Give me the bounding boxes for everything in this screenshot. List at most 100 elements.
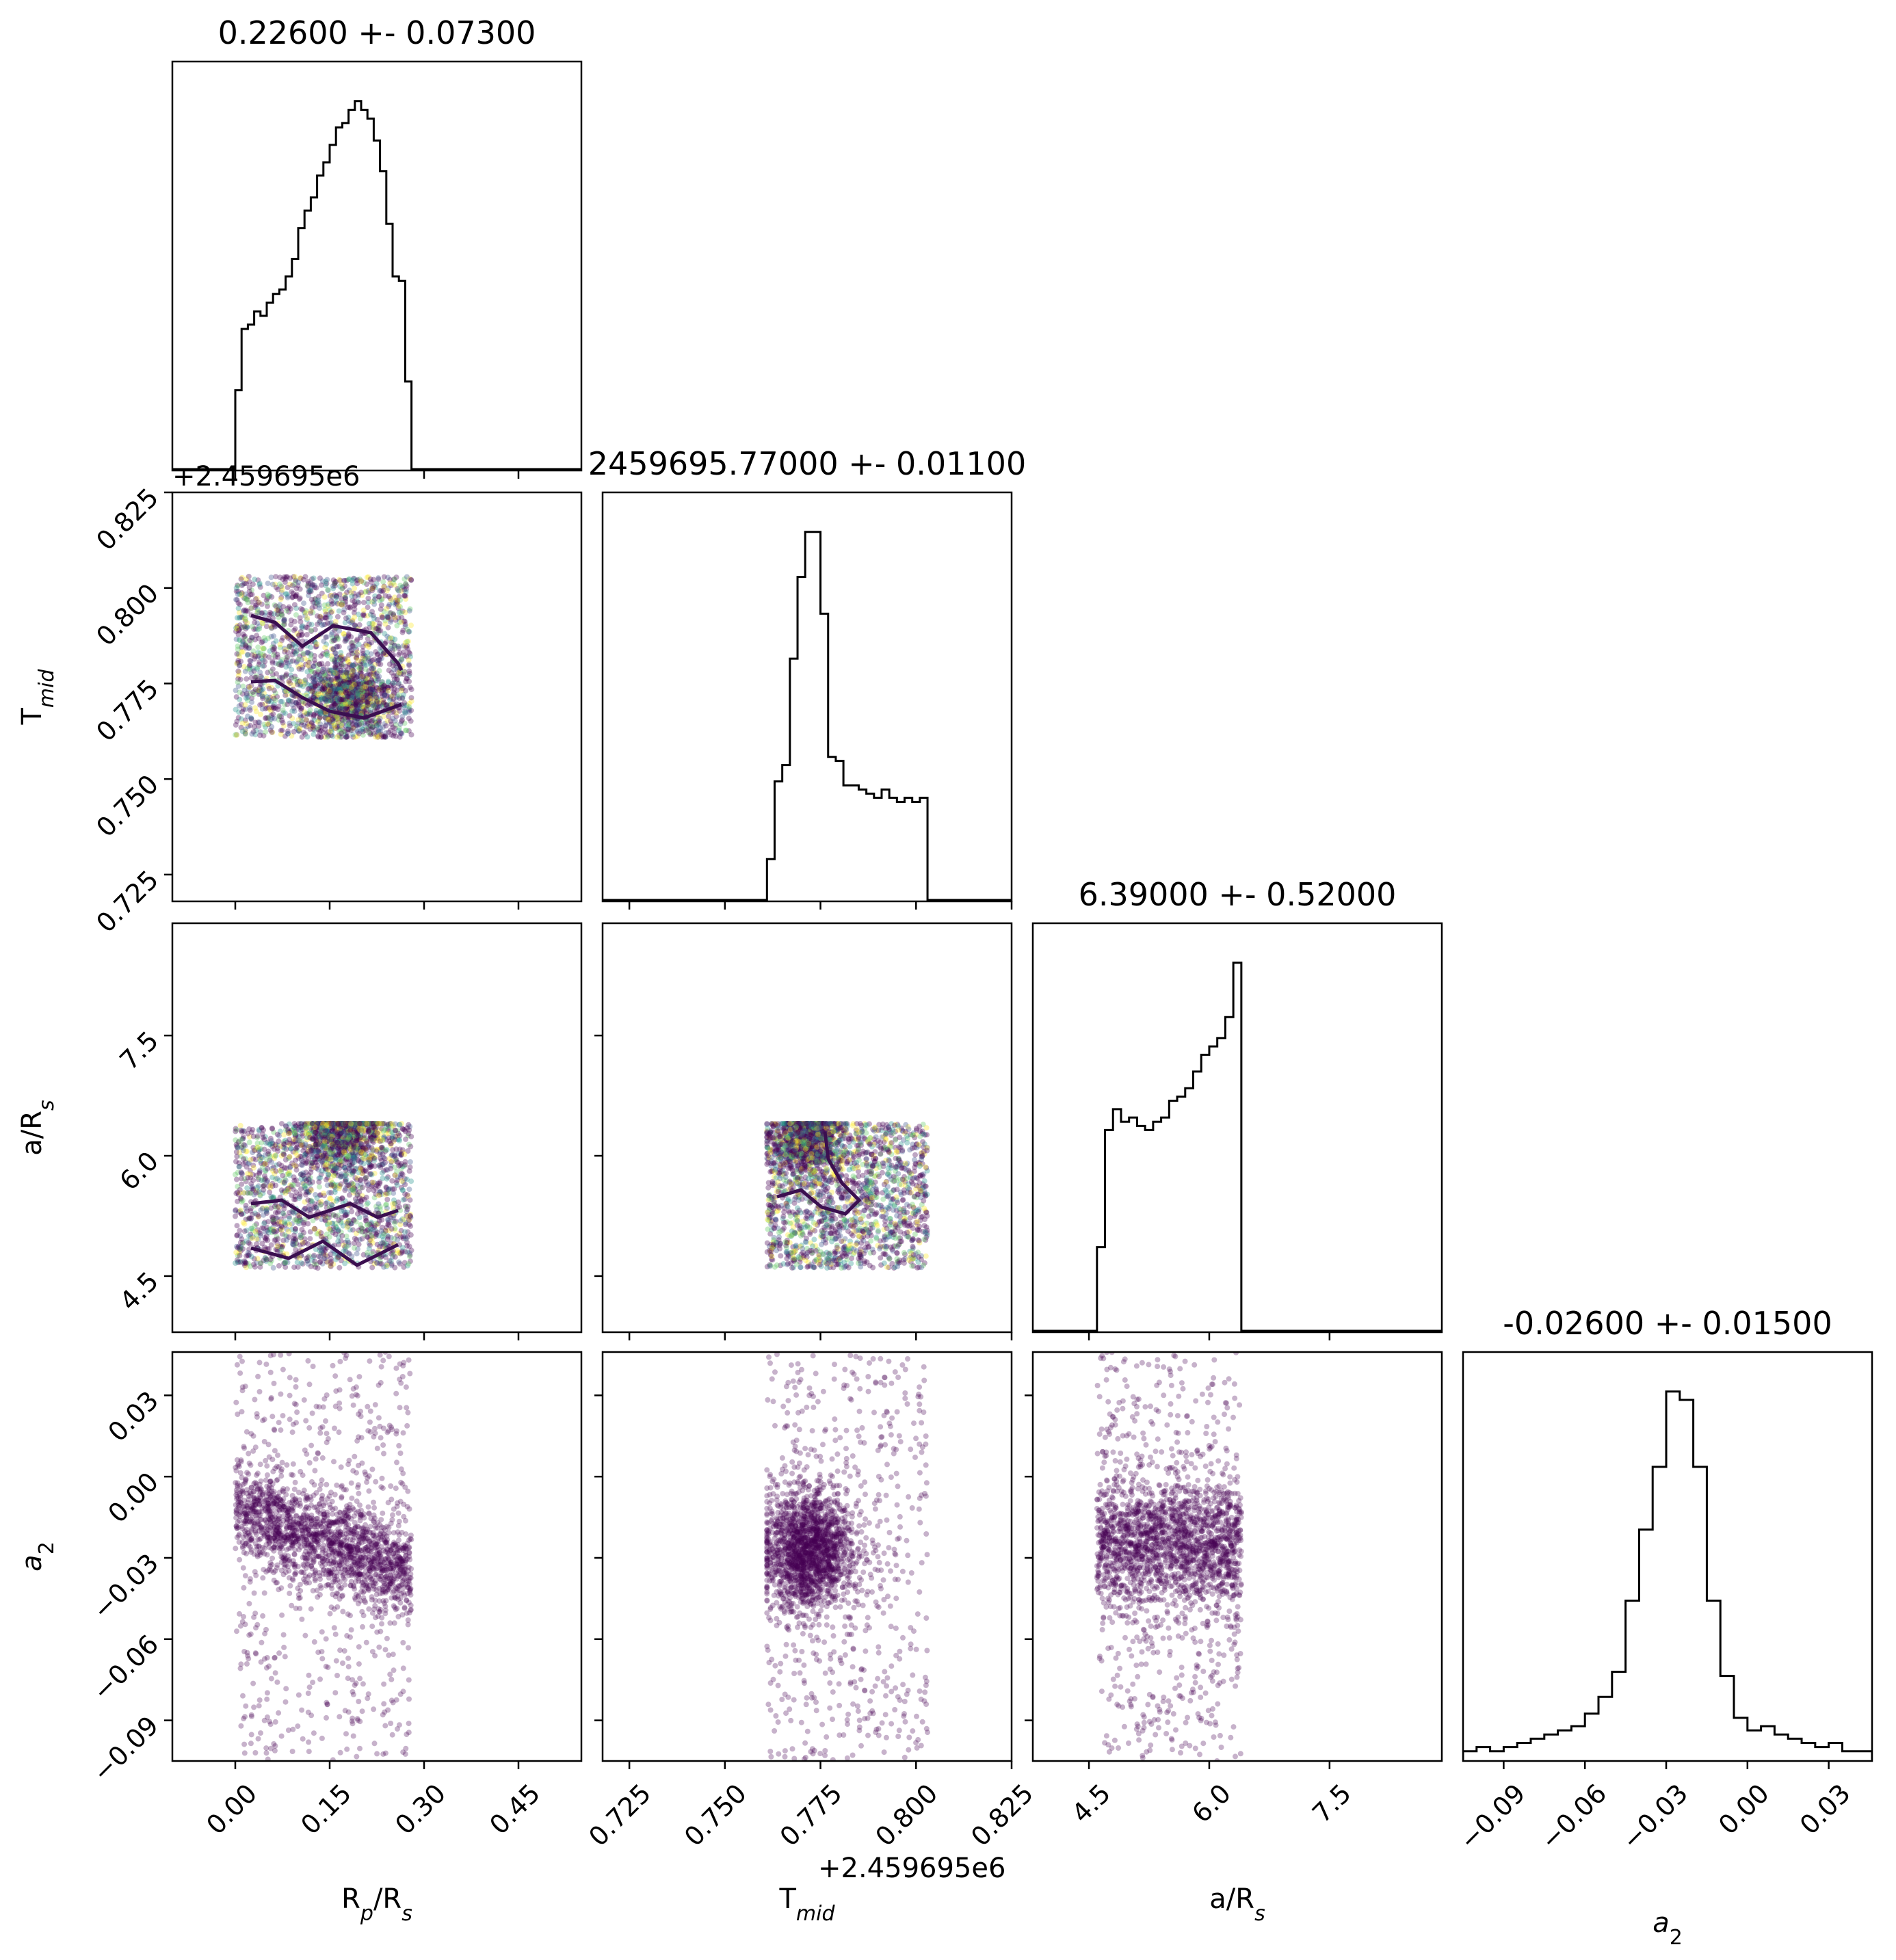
scatter-point	[302, 1122, 308, 1128]
scatter-point	[345, 605, 351, 611]
scatter-point	[239, 1142, 245, 1148]
scatter-point	[321, 695, 328, 701]
scatter-point	[376, 728, 382, 734]
scatter-point	[242, 641, 248, 647]
scatter-point	[234, 615, 240, 621]
scatter-point	[362, 662, 368, 668]
scatter-point	[395, 676, 401, 683]
scatter-point	[255, 644, 261, 650]
scatter-point	[352, 606, 358, 612]
scatter-point	[352, 687, 358, 693]
scatter-point	[247, 705, 253, 711]
scatter-point	[342, 728, 348, 734]
scatter-point	[376, 718, 382, 724]
scatter-point	[324, 693, 330, 699]
scatter-point	[386, 1126, 392, 1133]
scatter-point	[339, 1138, 345, 1144]
scatter-point	[300, 1148, 306, 1154]
scatter-point	[371, 691, 378, 698]
scatter-point	[249, 624, 255, 630]
scatter-point	[369, 1121, 376, 1127]
scatter-point	[289, 589, 295, 595]
scatter-point	[354, 684, 360, 690]
scatter-point	[325, 1156, 331, 1163]
scatter-point	[328, 598, 334, 604]
scatter-point	[279, 674, 285, 680]
scatter-point	[357, 1143, 363, 1149]
scatter-point	[293, 700, 299, 706]
scatter-point	[345, 688, 351, 694]
scatter-point	[375, 678, 381, 684]
scatter-point	[356, 709, 363, 715]
scatter-point	[308, 644, 314, 650]
scatter-point	[308, 711, 314, 717]
scatter-point	[297, 1124, 303, 1130]
scatter-point	[235, 715, 241, 721]
scatter-point	[332, 1150, 339, 1156]
scatter-point	[340, 689, 346, 695]
scatter-point	[391, 611, 397, 618]
scatter-point	[351, 610, 357, 615]
scatter-point	[377, 588, 382, 594]
scatter-point	[263, 1208, 269, 1215]
scatter-point	[379, 689, 385, 695]
scatter-point	[357, 679, 363, 685]
scatter-point	[265, 1183, 272, 1189]
scatter-point	[339, 699, 345, 705]
scatter-point	[364, 1122, 369, 1128]
scatter-point	[261, 635, 267, 641]
scatter-point	[384, 1167, 391, 1173]
scatter-point	[305, 581, 311, 587]
scatter-point	[359, 1148, 365, 1154]
scatter-point	[324, 634, 330, 640]
scatter-point	[326, 1121, 332, 1127]
scatter-point	[317, 711, 323, 717]
scatter-point	[343, 698, 349, 704]
scatter-point	[248, 605, 254, 611]
scatter-point	[240, 1136, 246, 1142]
scatter-point	[375, 730, 381, 736]
scatter-point	[376, 657, 382, 663]
scatter-point	[380, 700, 386, 706]
histogram-title-3: -0.02600 +- 0.01500	[1503, 1305, 1832, 1342]
scatter-point	[276, 713, 282, 719]
scatter-point	[376, 728, 382, 734]
scatter-point	[325, 694, 331, 700]
scatter-point	[311, 1136, 317, 1142]
scatter-point	[360, 726, 366, 732]
scatter-point	[377, 1204, 383, 1210]
scatter-point	[351, 698, 357, 704]
scatter-point	[379, 1170, 385, 1176]
scatter-point	[308, 1122, 315, 1127]
scatter-point	[300, 650, 306, 657]
scatter-point	[358, 720, 365, 726]
scatter-point	[328, 1260, 334, 1267]
scatter-point	[326, 713, 332, 719]
scatter-point	[260, 693, 266, 700]
scatter-point	[287, 723, 293, 729]
scatter-point	[393, 1157, 399, 1163]
scatter-point	[384, 1176, 390, 1182]
scatter-point	[313, 708, 319, 713]
scatter-point	[350, 689, 356, 696]
scatter-point	[366, 644, 371, 650]
scatter-point	[267, 1141, 274, 1147]
scatter-point	[345, 708, 351, 714]
scatter-point	[322, 1248, 328, 1254]
scatter-point	[356, 687, 362, 693]
scatter-point	[354, 721, 360, 728]
scatter-point	[317, 674, 323, 680]
scatter-point	[375, 1180, 381, 1187]
scatter-point	[312, 1204, 318, 1210]
scatter-point	[354, 682, 360, 688]
scatter-point	[399, 687, 405, 693]
scatter-point	[350, 1160, 356, 1166]
scatter-point	[328, 1121, 334, 1127]
scatter-point	[250, 689, 256, 696]
scatter-point	[324, 1121, 330, 1127]
scatter-point	[379, 596, 385, 602]
scatter-point	[341, 1121, 347, 1127]
scatter-point	[339, 585, 345, 592]
scatter-point	[351, 663, 357, 668]
scatter-point	[338, 677, 344, 683]
